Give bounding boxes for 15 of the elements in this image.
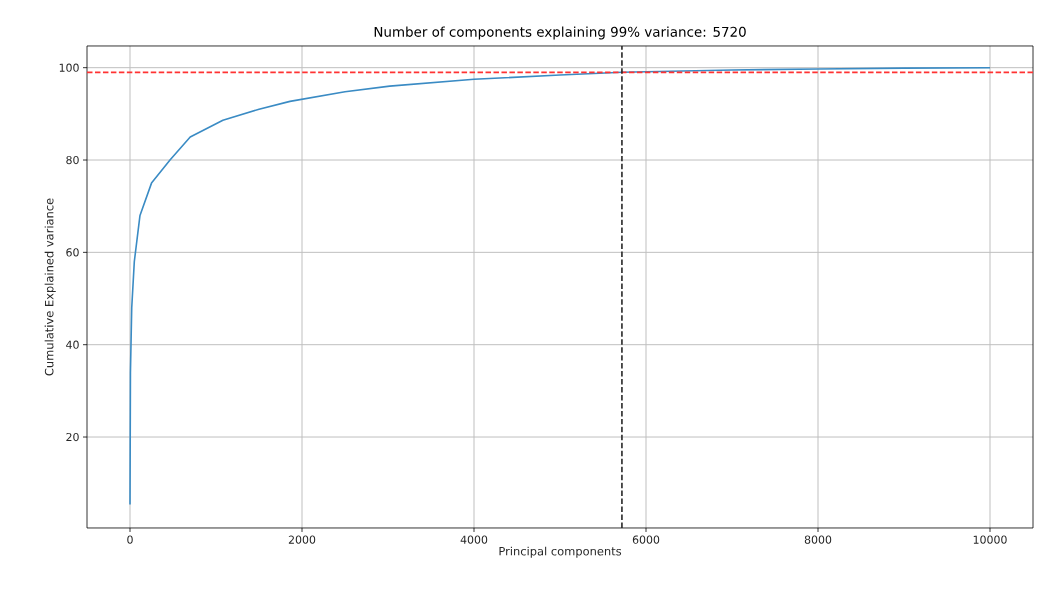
y-axis-title: Cumulative Explained variance <box>44 198 56 376</box>
line-series <box>129 66 991 506</box>
x-tick-label: 0 <box>127 535 133 544</box>
x-tick-label: 10000 <box>973 535 1007 544</box>
y-tick-label: 60 <box>66 248 79 257</box>
x-tick-label: 6000 <box>632 535 660 544</box>
x-axis-title: Principal components <box>499 546 622 558</box>
chart-title: Number of components explaining 99% variance: 5720 <box>374 26 746 40</box>
y-tick-label: 100 <box>59 63 79 72</box>
x-tick-label: 8000 <box>804 535 832 544</box>
y-tick-label: 80 <box>66 155 79 165</box>
x-tick-label: 4000 <box>460 535 488 544</box>
y-tick-label: 40 <box>66 340 79 349</box>
y-tick-label: 20 <box>66 432 79 442</box>
x-tick-label: 2000 <box>288 535 316 544</box>
